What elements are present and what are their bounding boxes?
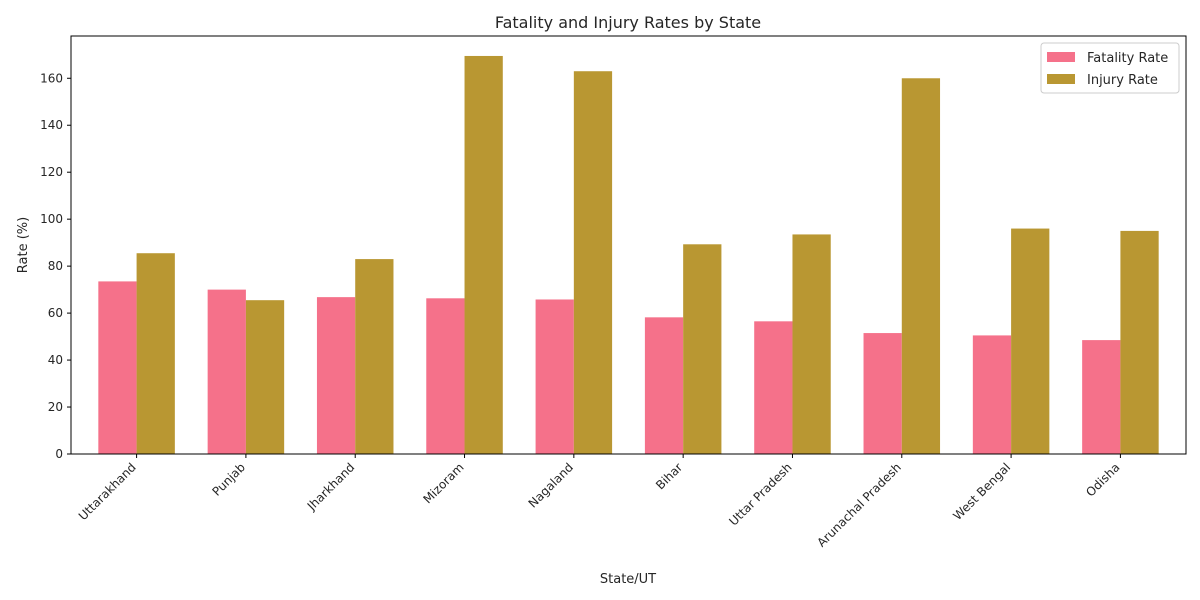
legend-swatch-injury [1047,74,1075,84]
y-tick-label: 20 [48,400,63,414]
bar-fatality-2 [316,297,356,454]
bar-injury-9 [1120,230,1159,454]
bar-fatality-1 [207,289,246,454]
bar-injury-2 [355,259,394,454]
y-tick-label: 40 [48,353,63,367]
x-tick-label: Arunachal Pradesh [814,460,904,550]
bar-fatality-9 [1082,340,1121,454]
x-tick-label: Uttar Pradesh [726,460,794,528]
bar-injury-8 [1011,228,1050,454]
bar-injury-5 [683,244,722,454]
chart-title: Fatality and Injury Rates by State [495,13,761,32]
x-tick-label: Nagaland [526,460,576,510]
y-tick-label: 140 [40,118,63,132]
bar-fatality-3 [426,298,465,454]
y-tick-label: 120 [40,165,63,179]
x-tick-label: Mizoram [420,460,466,506]
bar-fatality-5 [644,317,684,454]
bar-injury-7 [901,78,941,455]
legend-box [1040,42,1180,94]
x-tick-label: Jharkhand [304,460,357,513]
bar-fatality-4 [535,299,574,454]
legend-swatch-fatality [1047,52,1075,62]
plot-area: 0 20 40 60 80 100 120 140 160 Uttarakhand Punjab Jh… [40,35,1187,550]
bar-injury-3 [464,55,503,455]
y-tick-label: 60 [48,306,63,320]
x-tick-label: Punjab [209,460,248,499]
bar-fatality-0 [98,281,137,454]
bar-injury-0 [136,253,175,454]
y-axis-label: Rate (%) [16,217,31,273]
x-tick-label: Bihar [653,460,685,492]
legend: Fatality Rate Injury Rate [1040,42,1180,94]
bar-fatality-7 [863,333,902,454]
y-tick-label: 160 [40,71,63,85]
x-axis-label: State/UT [600,572,656,587]
legend-label-fatality: Fatality Rate [1087,51,1168,66]
x-tick-label: Odisha [1083,460,1122,499]
x-tick-label: Uttarakhand [76,460,139,523]
y-tick-label: 100 [40,212,63,226]
bar-injury-6 [792,234,831,454]
bar-injury-1 [245,300,285,454]
x-tick-label: West Bengal [950,460,1013,523]
bar-fatality-6 [754,321,793,454]
y-tick-label: 0 [55,447,63,461]
bar-fatality-8 [972,335,1012,454]
y-tick-label: 80 [48,259,63,273]
legend-label-injury: Injury Rate [1087,73,1158,88]
bar-injury-4 [573,71,613,454]
plot-frame [70,35,1187,455]
